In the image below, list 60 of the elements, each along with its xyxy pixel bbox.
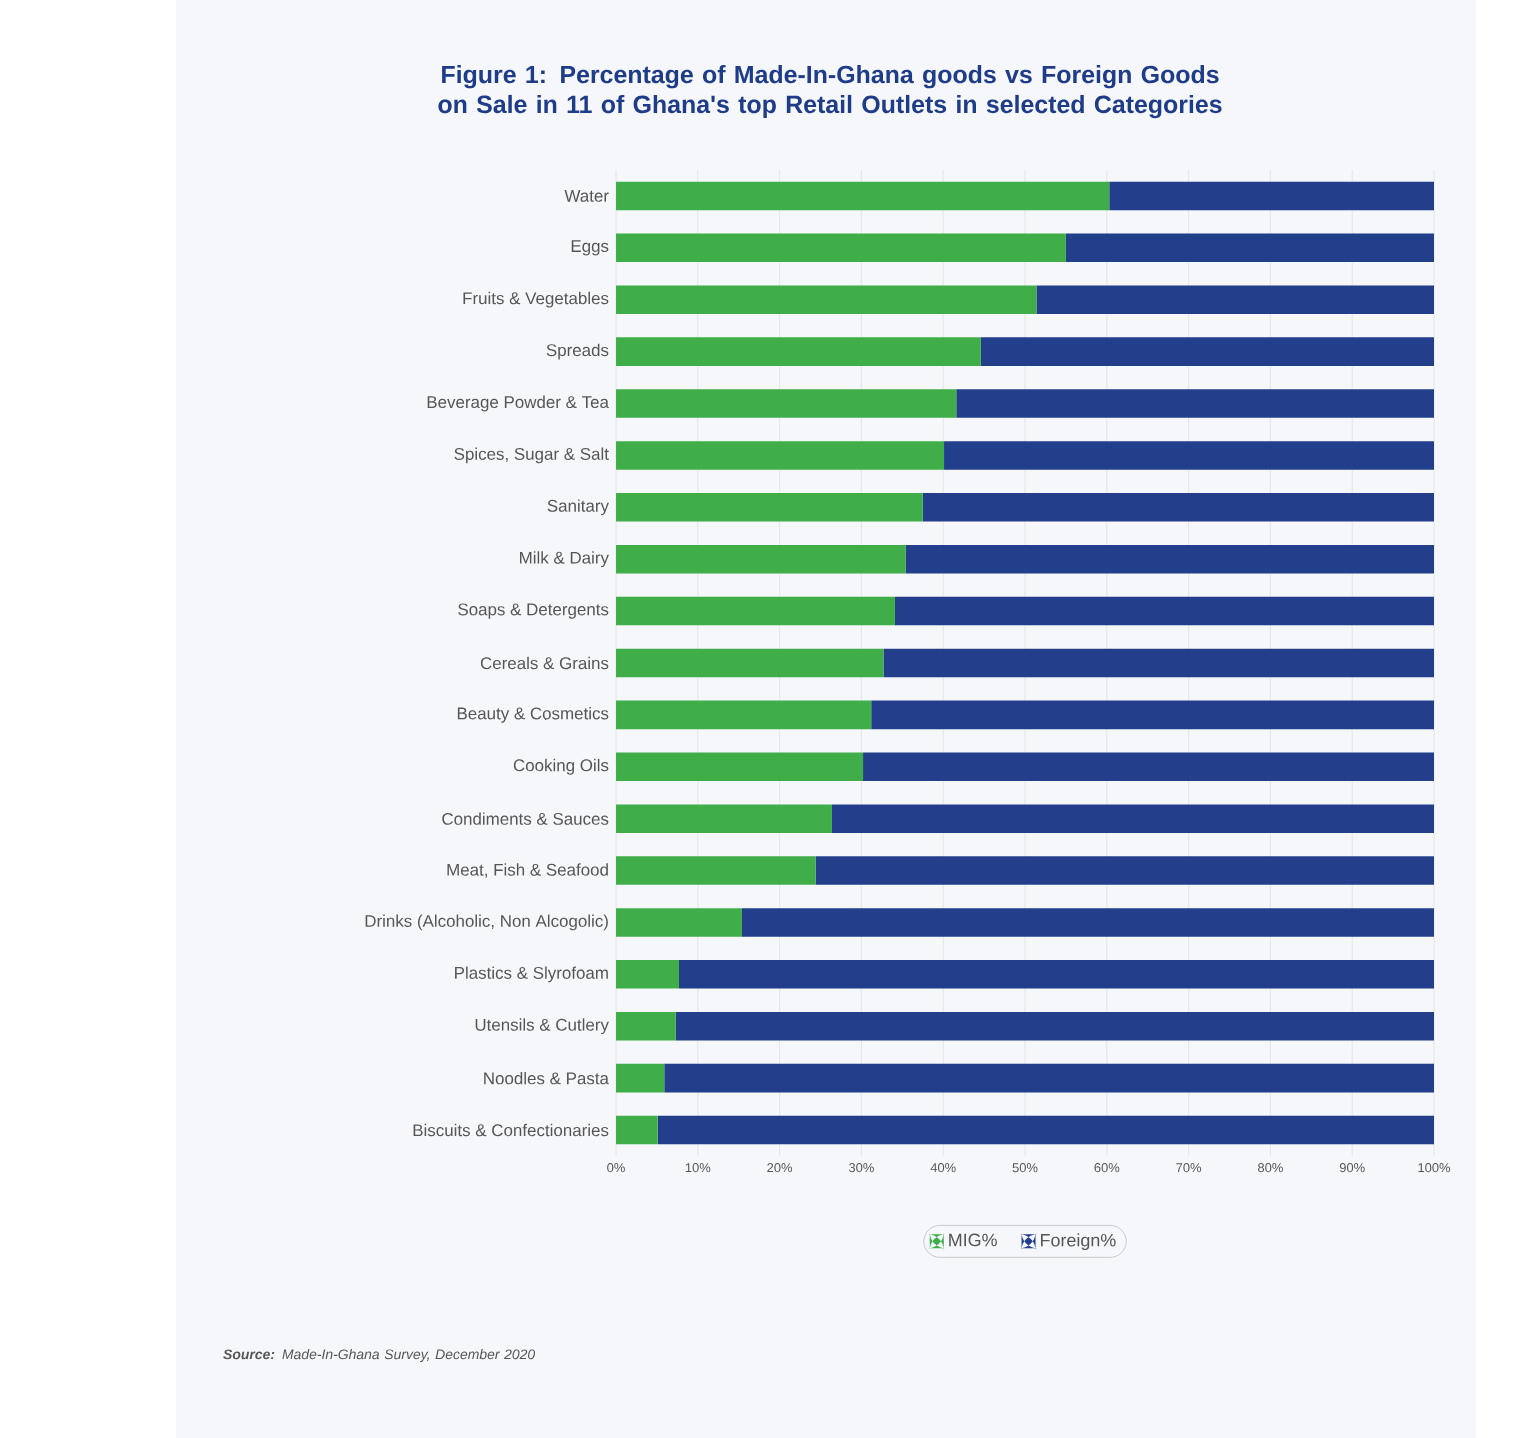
y-tick-label: Soaps & Detergents <box>458 603 609 619</box>
bar <box>616 1011 676 1041</box>
bar <box>905 544 1435 574</box>
y-tick-label: Noodles & Pasta <box>484 1071 609 1085</box>
bar <box>863 752 1435 782</box>
bar <box>616 1115 658 1145</box>
bar <box>616 960 679 989</box>
bar <box>616 700 872 730</box>
bar <box>944 441 1435 470</box>
y-tick-label: Fruits & Vegetables <box>463 291 609 308</box>
bar <box>664 1063 1435 1093</box>
bar <box>616 544 906 574</box>
y-tick-label: Cooking Oils <box>513 758 609 775</box>
bar <box>616 752 864 782</box>
bar <box>883 648 1435 678</box>
bar <box>657 1115 1435 1145</box>
bar <box>616 908 742 937</box>
bar <box>922 493 1435 522</box>
bar <box>871 700 1435 730</box>
bar <box>831 804 1435 833</box>
y-tick-label: Water <box>564 190 609 202</box>
bar <box>616 285 1037 314</box>
bar <box>1036 285 1435 314</box>
bar <box>894 596 1435 626</box>
bar <box>1065 233 1435 263</box>
bar <box>616 596 895 626</box>
bar <box>616 648 884 678</box>
bar <box>616 441 945 470</box>
y-tick-label: Plastics & Slyrofoam <box>455 966 608 983</box>
y-tick-label: Beverage Powder & Tea <box>427 395 609 412</box>
bar <box>616 181 1110 211</box>
bar <box>741 908 1435 937</box>
y-tick-label: Milk & Dairy <box>520 551 609 568</box>
bar <box>956 389 1435 418</box>
bar <box>616 856 816 885</box>
chart-title: Figure 1: Percentage of Made-In-Ghana goods vs Foreign Goods on Sale in 11 of Ghana's top Retail Outlets in selected Categories <box>438 65 1222 119</box>
bar <box>616 389 957 418</box>
y-tick-label: Sanitary <box>547 499 609 516</box>
bar <box>616 233 1066 263</box>
y-tick-label: Utensils & Cutlery <box>475 1018 609 1035</box>
y-tick-label: Eggs <box>571 240 609 256</box>
y-tick-label: Spreads <box>546 343 609 360</box>
legend-label: Foreign% <box>1041 1233 1116 1251</box>
bar <box>616 337 981 366</box>
bar <box>1109 181 1435 211</box>
y-tick-label: Condiments & Sauces <box>442 812 609 825</box>
y-tick-label: Spices, Sugar & Salt <box>454 447 609 464</box>
bar <box>675 1011 1435 1041</box>
bar <box>616 493 923 522</box>
bar <box>616 804 832 833</box>
bar <box>815 856 1435 885</box>
y-tick-label: Drinks (Alcoholic, Non Alcogolic) <box>365 914 608 931</box>
legend-label: MIG% <box>949 1233 997 1247</box>
y-tick-label: Biscuits & Confectionaries <box>413 1123 609 1137</box>
y-tick-label: Beauty & Cosmetics <box>457 706 609 723</box>
bar <box>679 960 1435 989</box>
bar <box>616 1063 665 1093</box>
bar <box>980 337 1435 366</box>
y-tick-label: Cereals & Grains <box>480 656 609 670</box>
y-tick-label: Meat, Fish & Seafood <box>447 863 608 878</box>
